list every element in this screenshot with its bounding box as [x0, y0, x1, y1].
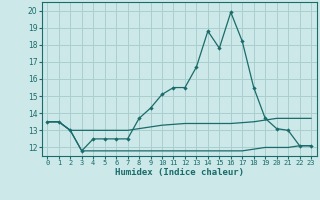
X-axis label: Humidex (Indice chaleur): Humidex (Indice chaleur)	[115, 168, 244, 177]
